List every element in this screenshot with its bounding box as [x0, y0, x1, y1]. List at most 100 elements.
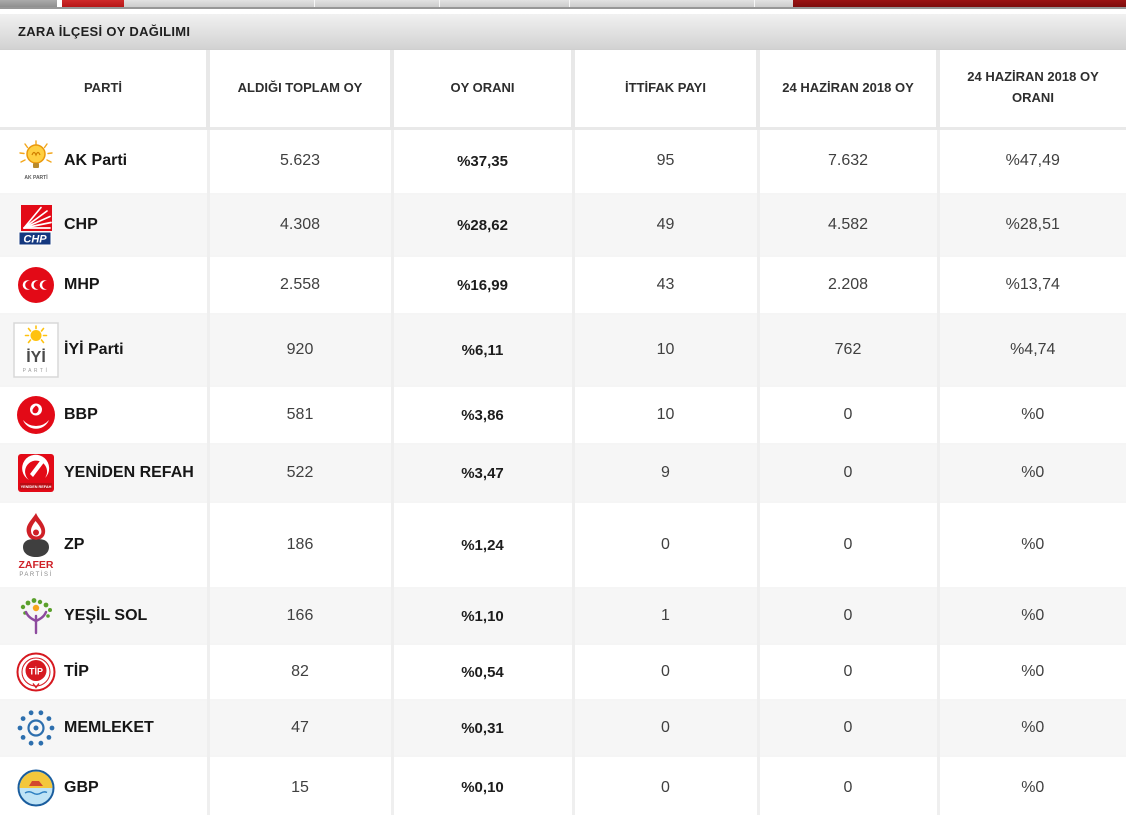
votes-2018: 4.582 — [758, 193, 940, 256]
svg-text:PARTİ: PARTİ — [23, 367, 50, 374]
party-name: ZP — [64, 536, 85, 553]
party-name: İYİ Parti — [64, 341, 124, 358]
vote-share: %3,86 — [392, 385, 575, 444]
svg-text:ZAFER: ZAFER — [19, 559, 54, 571]
vote-share: %0,10 — [392, 755, 575, 815]
nav-tab-4[interactable] — [570, 0, 755, 7]
vote-share: %1,10 — [392, 587, 575, 644]
total-votes: 186 — [208, 501, 394, 588]
votes-2018: 0 — [758, 699, 940, 756]
total-votes: 47 — [208, 699, 394, 756]
votes-2018: 0 — [758, 755, 940, 815]
alliance-share: 0 — [573, 755, 760, 815]
total-votes: 2.558 — [208, 255, 394, 314]
vote-share: %3,47 — [392, 443, 575, 502]
table-row-chp: CHP CHP 4.308 %28,62 49 4.582 %28,51 — [0, 193, 1126, 256]
votes-2018: 762 — [758, 313, 940, 386]
alliance-share: 10 — [573, 313, 760, 386]
table-row-ak-parti: AK PARTİ AK Parti 5.623 %37,35 95 7.632 … — [0, 127, 1126, 194]
votes-2018: 7.632 — [758, 127, 940, 194]
table-row-yesil-sol: YEŞİL SOL 166 %1,10 1 0 %0 — [0, 587, 1126, 644]
zafer-partisi-logo-icon: ZAFER PARTİSİ — [8, 511, 64, 579]
share-2018: %0 — [938, 501, 1126, 588]
vote-share: %6,11 — [392, 313, 575, 386]
tip-logo-icon: TİP — [8, 652, 64, 692]
share-2018: %0 — [938, 699, 1126, 756]
share-2018: %0 — [938, 443, 1126, 502]
memleket-logo-icon — [8, 707, 64, 749]
svg-text:TİP: TİP — [29, 667, 43, 677]
table-row-iyi-parti: İYİ PARTİ İYİ Parti 920 %6,11 10 762 %4,… — [0, 313, 1126, 386]
chp-logo-icon: CHP — [8, 204, 64, 246]
gbp-logo-icon — [8, 769, 64, 807]
vote-share: %16,99 — [392, 255, 575, 314]
total-votes: 522 — [208, 443, 394, 502]
party-name: TİP — [64, 663, 89, 680]
alliance-share: 0 — [573, 501, 760, 588]
header-total-votes: ALDIĞI TOPLAM OY — [208, 50, 394, 130]
vote-share: %37,35 — [392, 127, 575, 194]
vote-share: %28,62 — [392, 193, 575, 256]
nav-tab-gray[interactable] — [0, 0, 57, 7]
table-row-mhp: MHP 2.558 %16,99 43 2.208 %13,74 — [0, 255, 1126, 314]
header-alliance: İTTİFAK PAYI — [573, 50, 760, 130]
ak-parti-logo-icon: AK PARTİ — [8, 140, 64, 182]
nav-gap — [57, 0, 62, 7]
iyi-parti-logo-icon: İYİ PARTİ — [8, 322, 64, 378]
section-title-bar: ZARA İLÇESİ OY DAĞILIMI — [0, 14, 1126, 50]
yesil-sol-logo-icon — [8, 595, 64, 637]
table-row-memleket: MEMLEKET 47 %0,31 0 0 %0 — [0, 699, 1126, 756]
nav-tab-5[interactable] — [755, 0, 793, 7]
table-row-yeniden-refah: YENİDEN REFAH YENİDEN REFAH 522 %3,47 9 … — [0, 443, 1126, 502]
table-header-row: PARTİ ALDIĞI TOPLAM OY OY ORANI İTTİFAK … — [0, 50, 1126, 130]
header-2018-share: 24 HAZİRAN 2018 OY ORANI — [938, 50, 1126, 130]
nav-tab-1[interactable] — [124, 0, 315, 7]
alliance-share: 0 — [573, 643, 760, 700]
total-votes: 166 — [208, 587, 394, 644]
header-vote-share: OY ORANI — [392, 50, 575, 130]
share-2018: %0 — [938, 385, 1126, 444]
table-row-tip: TİP TİP 82 %0,54 0 0 %0 — [0, 643, 1126, 700]
party-name: CHP — [64, 216, 98, 233]
total-votes: 4.308 — [208, 193, 394, 256]
party-name: MEMLEKET — [64, 719, 154, 736]
party-name: BBP — [64, 406, 98, 423]
party-name: YENİDEN REFAH — [64, 464, 194, 481]
vote-share: %1,24 — [392, 501, 575, 588]
svg-text:CHP: CHP — [23, 234, 47, 246]
votes-2018: 0 — [758, 443, 940, 502]
header-party: PARTİ — [0, 50, 210, 130]
nav-section-maroon[interactable] — [793, 0, 1126, 7]
party-name: AK Parti — [64, 152, 128, 170]
nav-tab-3[interactable] — [440, 0, 570, 7]
vote-share: %0,54 — [392, 643, 575, 700]
party-name: GBP — [64, 778, 99, 796]
total-votes: 581 — [208, 385, 394, 444]
total-votes: 82 — [208, 643, 394, 700]
total-votes: 15 — [208, 755, 394, 815]
bbp-logo-icon — [8, 395, 64, 435]
mhp-logo-icon — [8, 266, 64, 304]
table-row-gbp: GBP 15 %0,10 0 0 %0 — [0, 755, 1126, 815]
votes-2018: 0 — [758, 501, 940, 588]
svg-text:AK PARTİ: AK PARTİ — [24, 174, 48, 181]
share-2018: %28,51 — [938, 193, 1126, 256]
votes-2018: 0 — [758, 643, 940, 700]
share-2018: %0 — [938, 755, 1126, 815]
top-nav-bar — [0, 0, 1126, 9]
alliance-share: 0 — [573, 699, 760, 756]
svg-text:YENİDEN REFAH: YENİDEN REFAH — [21, 485, 52, 489]
share-2018: %47,49 — [938, 127, 1126, 194]
nav-tab-active[interactable] — [62, 0, 124, 7]
nav-tab-2[interactable] — [315, 0, 440, 7]
results-table: PARTİ ALDIĞI TOPLAM OY OY ORANI İTTİFAK … — [0, 50, 1126, 815]
svg-text:İYİ: İYİ — [26, 348, 46, 366]
alliance-share: 9 — [573, 443, 760, 502]
total-votes: 5.623 — [208, 127, 394, 194]
share-2018: %13,74 — [938, 255, 1126, 314]
alliance-share: 10 — [573, 385, 760, 444]
svg-text:PARTİSİ: PARTİSİ — [19, 571, 52, 578]
page-title: ZARA İLÇESİ OY DAĞILIMI — [18, 24, 191, 39]
votes-2018: 0 — [758, 385, 940, 444]
